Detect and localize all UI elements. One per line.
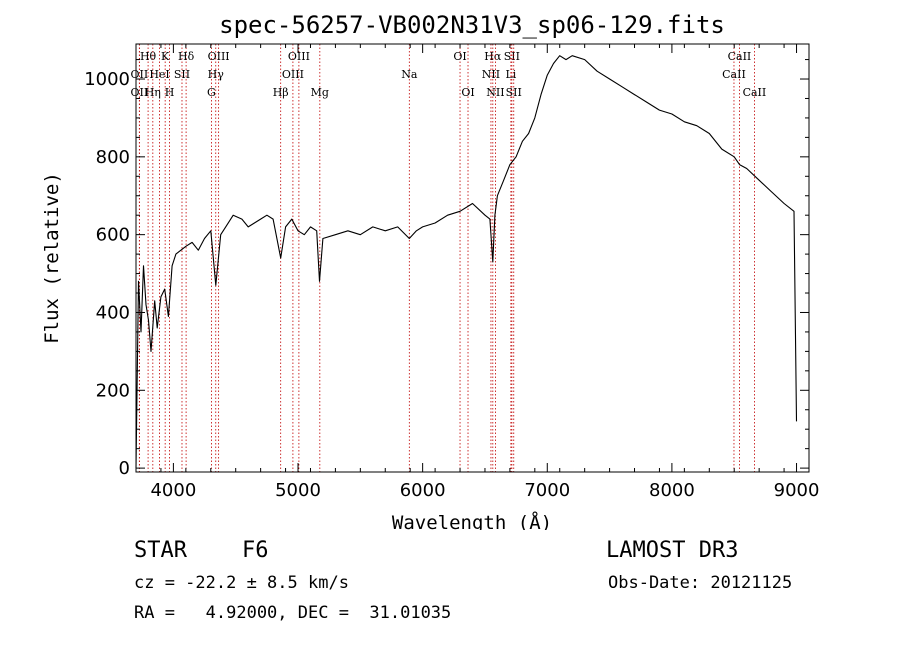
line-marker-label: SII: [174, 68, 190, 81]
line-marker-label: Mg: [311, 86, 329, 99]
x-tick-label: 4000: [150, 480, 196, 501]
line-marker-label: K: [161, 50, 170, 63]
line-marker-label: Hθ: [140, 50, 157, 63]
line-marker-label: CaII: [728, 50, 752, 63]
x-tick-label: 5000: [275, 480, 321, 501]
line-marker-label: H: [165, 86, 175, 99]
line-marker-label: OIII: [282, 68, 304, 81]
line-marker-label: SII: [506, 86, 522, 99]
chart-title: spec-56257-VB002N31V3_sp06-129.fits: [219, 11, 725, 39]
line-marker-label: CaII: [743, 86, 767, 99]
line-marker-label: G: [207, 86, 216, 99]
line-marker-label: HeI: [149, 68, 169, 81]
redshift-readout: cz = -22.2 ± 8.5 km/s: [134, 573, 349, 593]
flux-line: [135, 55, 798, 469]
line-marker-label: OIII: [208, 50, 230, 63]
x-axis-label: Wavelength (Å): [392, 511, 552, 530]
x-tick-label: 9000: [774, 480, 820, 501]
line-marker-label: OIII: [288, 50, 310, 63]
spectrum-series: [135, 55, 798, 469]
y-tick-label: 400: [96, 302, 130, 323]
object-class: STAR: [134, 538, 187, 563]
x-tick-label: 8000: [649, 480, 695, 501]
line-marker-label: OI: [461, 86, 474, 99]
line-marker-label: OII: [131, 68, 149, 81]
line-marker-label: CaII: [722, 68, 746, 81]
y-axis-label: Flux (relative): [41, 172, 63, 344]
plot-frame: [135, 43, 810, 473]
object-subclass: F6: [242, 538, 269, 563]
survey-name: LAMOST DR3: [606, 538, 739, 563]
line-marker-label: Li: [505, 68, 516, 81]
y-tick-label: 1000: [84, 69, 130, 90]
y-tick-label: 200: [96, 380, 130, 401]
y-tick-label: 0: [119, 458, 130, 479]
obs-date: Obs-Date: 20121125: [608, 573, 793, 593]
line-marker-label: Na: [401, 68, 418, 81]
line-marker-label: NII: [486, 86, 504, 99]
line-marker-label: NII: [482, 68, 500, 81]
y-tick-label: 800: [96, 147, 130, 168]
spectrum-chart: spec-56257-VB002N31V3_sp06-129.fits Hθ OI…: [41, 11, 819, 530]
line-marker-label: Hβ: [273, 86, 289, 99]
line-marker-label: OII: [131, 86, 149, 99]
axis-ticks: 4000 5000 6000 7000 8000 9000 0 200 400 600 800 100…: [84, 44, 819, 501]
line-marker-label: SII: [504, 50, 520, 63]
y-tick-label: 600: [96, 225, 130, 246]
x-tick-label: 7000: [524, 480, 570, 501]
line-marker-label: OI: [453, 50, 466, 63]
line-marker-label: Hγ: [208, 68, 225, 81]
line-marker-label: Hδ: [178, 50, 195, 63]
coordinates: RA = 4.92000, DEC = 31.01035: [134, 603, 452, 623]
x-tick-label: 6000: [400, 480, 446, 501]
line-marker-label: Hα: [484, 50, 502, 63]
line-marker-label: Hη: [145, 86, 161, 99]
